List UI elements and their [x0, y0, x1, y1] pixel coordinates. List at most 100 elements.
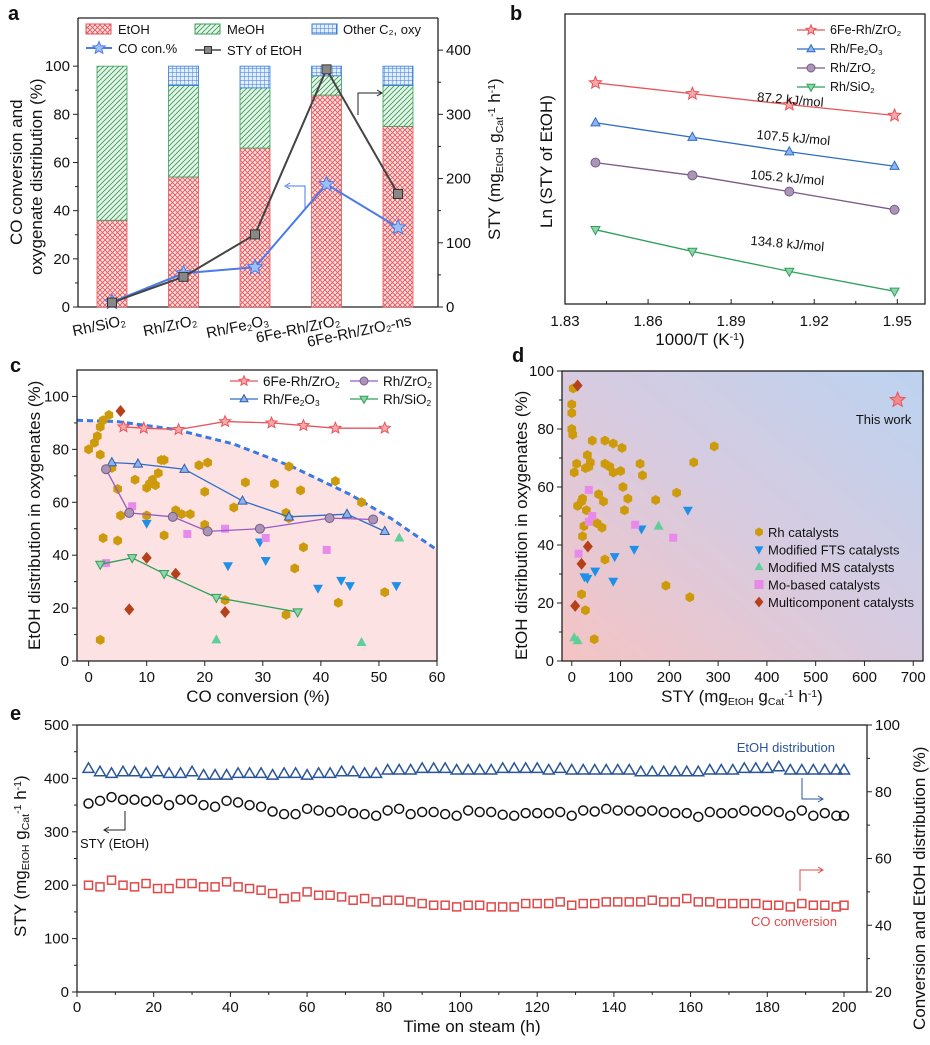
data-point	[887, 107, 902, 122]
panel-c-chart: 0 10 20 30 40 50 60 0 20 40 60 80 100 6Fe-Rh/ZrO2 Rh/F…	[25, 369, 445, 706]
data-point-co-conversion	[141, 878, 151, 889]
data-point	[283, 510, 295, 521]
legend-marker	[754, 546, 764, 555]
data-point-sty-etoh-	[140, 796, 152, 807]
x-axis-label: Time on steam (h)	[403, 1017, 540, 1036]
legend-marker	[754, 580, 764, 589]
scatter-point-rh-catalysts	[618, 482, 628, 492]
scatter-point-rh-catalysts	[567, 399, 577, 410]
arrowhead-sty	[103, 826, 110, 834]
data-point-etoh-distribution	[495, 761, 510, 774]
panel-label-b: b	[510, 3, 522, 25]
data-point-etoh-distribution	[300, 768, 314, 780]
y-tick-label: 100	[529, 363, 554, 380]
x-axis-label: 1000/T (K-1)	[655, 330, 744, 349]
data-point-co-conversion	[221, 877, 232, 887]
data-point	[126, 554, 138, 564]
data-point	[254, 523, 265, 534]
scatter-point-rh-catalysts	[92, 431, 102, 442]
data-point-etoh-distribution	[530, 761, 544, 774]
data-point-sty-etoh-	[600, 803, 612, 815]
data-point-co-conversion	[543, 898, 554, 909]
data-point-co-conversion	[716, 898, 727, 909]
y-tick-label-right: 100	[446, 235, 471, 252]
y-axis-label-right: Conversion and EtOH distribution (%)	[910, 747, 929, 1030]
data-point-sty-etoh-	[94, 795, 106, 807]
data-point-co-conversion	[389, 218, 407, 235]
data-point-etoh-distribution	[392, 763, 406, 775]
y-tick-label-left: 20	[53, 251, 70, 268]
data-point-sty-etoh-	[428, 806, 439, 818]
x-tick-label: 60	[299, 999, 316, 1016]
scatter-point-mo-based-catalysts	[261, 533, 270, 542]
data-point-etoh-distribution	[633, 764, 648, 777]
data-point-co-conversion	[325, 890, 335, 900]
data-point-sty-etoh-	[716, 807, 727, 819]
y-tick-label: 20	[52, 600, 69, 617]
y-tick-label: 40	[537, 537, 554, 554]
y-tick-label: 100	[44, 388, 69, 405]
data-point-sty-etoh-	[451, 810, 462, 822]
scatter-point-rh-catalysts	[600, 435, 610, 446]
legend-label: 6Fe-Rh/ZrO2	[263, 374, 340, 390]
data-point	[684, 85, 700, 101]
scatter-point-modified-fts-catalysts	[222, 562, 233, 572]
data-point-sty-etoh-	[693, 811, 704, 823]
data-point-sty	[321, 64, 332, 75]
legend-label: Rh/SiO2	[830, 80, 875, 95]
data-point	[379, 525, 391, 536]
data-point-co-conversion	[302, 887, 312, 897]
y-tick-label-left: 100	[45, 58, 70, 75]
data-point-sty-etoh-	[838, 810, 850, 822]
data-point-etoh-distribution	[196, 768, 211, 780]
scatter-point-mo-based-catalysts	[183, 530, 192, 539]
scatter-point-modified-fts-catalysts	[608, 577, 619, 587]
data-point-sty-etoh-	[175, 794, 186, 806]
data-point-co-conversion	[808, 900, 819, 910]
data-point-sty	[178, 271, 189, 282]
scatter-point-rh-catalysts	[623, 493, 633, 504]
legend-label: Modified MS catalysts	[768, 560, 895, 575]
legend-label-meoh: MeOH	[227, 22, 265, 37]
data-point-etoh-distribution	[576, 763, 591, 775]
data-point-sty-etoh-	[347, 807, 359, 819]
x-tick-label: 180	[755, 999, 780, 1016]
x-tick-label: 20	[145, 999, 162, 1016]
data-point-sty-etoh-	[324, 806, 336, 818]
data-point	[328, 421, 343, 434]
data-point-sty-etoh-	[646, 805, 658, 816]
data-point-sty-etoh-	[831, 810, 842, 822]
scatter-point-rh-catalysts	[594, 489, 603, 500]
data-point	[202, 526, 213, 537]
legend-label: Rh/ZrO2	[830, 61, 875, 76]
scatter-point-rh-catalysts	[200, 486, 210, 497]
legend-label: Rh catalysts	[768, 525, 839, 540]
scatter-point-rh-catalysts	[84, 444, 93, 455]
data-point-co-conversion	[831, 902, 842, 912]
scatter-point-rh-catalysts	[578, 531, 587, 542]
y-tick-label: 60	[52, 494, 69, 511]
scatter-point-modified-fts-catalysts	[391, 582, 402, 592]
data-point-etoh-distribution	[139, 766, 153, 779]
data-point-co-conversion	[751, 898, 761, 909]
scatter-point-rh-catalysts	[584, 461, 594, 472]
data-point	[590, 226, 601, 236]
scatter-point-mo-based-catalysts	[588, 512, 597, 520]
data-point-sty-etoh-	[221, 795, 232, 807]
data-point-co-conversion	[670, 897, 681, 907]
data-point	[264, 415, 279, 429]
fit-line-rh-zro2	[595, 161, 895, 211]
x-tick-label: 160	[678, 999, 703, 1016]
data-point-etoh-distribution	[438, 761, 452, 774]
arrow-sty	[105, 811, 126, 831]
scatter-point-rh-catalysts	[709, 441, 719, 452]
data-point-co-conversion	[336, 892, 347, 902]
data-point	[292, 608, 303, 619]
data-point-sty-etoh-	[186, 794, 198, 806]
x-tick-label: 50	[371, 669, 388, 686]
data-point-co-conversion	[820, 900, 830, 910]
data-point	[781, 96, 797, 111]
y-axis-label-right: STY (mgEtOH gCat-1 h-1)	[485, 78, 506, 240]
data-point-etoh-distribution	[691, 764, 706, 777]
scatter-point-mo-based-catalysts	[631, 520, 640, 529]
